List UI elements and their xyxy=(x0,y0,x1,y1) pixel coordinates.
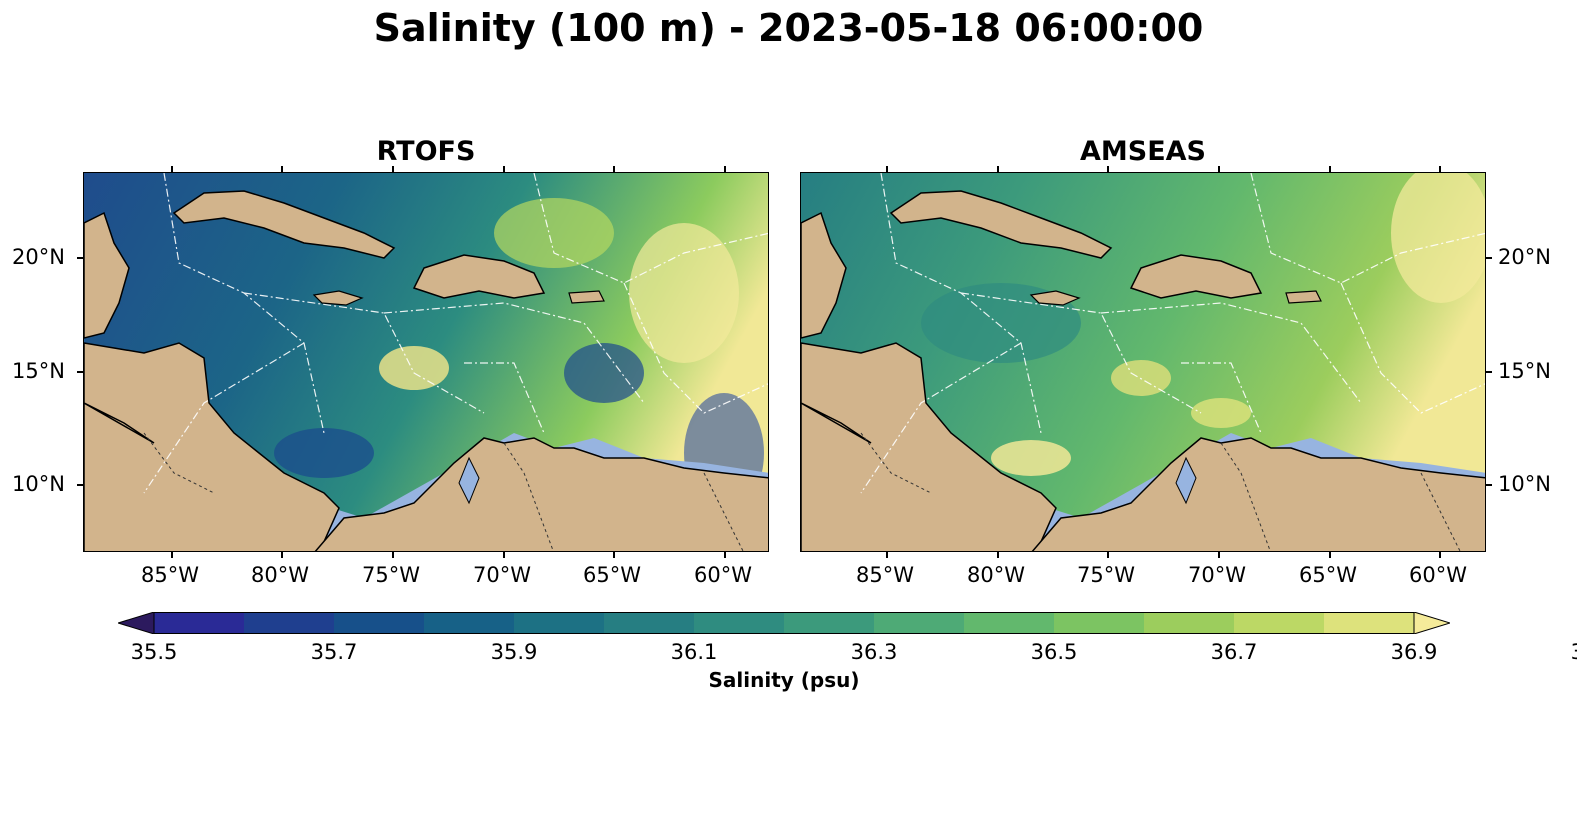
colorbar-bin xyxy=(784,612,875,634)
salinity-eddy xyxy=(1391,173,1485,303)
colorbar-tick-label: 36.7 xyxy=(1210,640,1258,664)
salinity-eddy xyxy=(379,346,449,390)
lon-tick-label: 70°W xyxy=(473,563,531,587)
figure-title: Salinity (100 m) - 2023-05-18 06:00:00 xyxy=(373,6,1204,50)
colorbar-tick-label: 35.9 xyxy=(490,640,538,664)
salinity-eddy xyxy=(991,440,1071,476)
lat-tick-label: 20°N xyxy=(12,245,65,269)
south-america-land xyxy=(314,437,768,551)
cuba-land xyxy=(889,190,1113,259)
lake-maracaibo xyxy=(458,456,480,505)
panel-title-rtofs: RTOFS xyxy=(376,136,476,167)
colorbar-bin xyxy=(694,612,785,634)
hispaniola-land xyxy=(1129,254,1263,299)
lon-tick-label: 65°W xyxy=(1299,563,1357,587)
lon-tick-label: 60°W xyxy=(694,563,752,587)
jamaica-land xyxy=(312,290,364,306)
lon-tick-label: 85°W xyxy=(141,563,199,587)
jamaica-land xyxy=(1029,290,1081,306)
lon-tick-label: 60°W xyxy=(1409,563,1467,587)
lat-tick-label: 10°N xyxy=(1498,472,1551,496)
lon-tick-label: 85°W xyxy=(856,563,914,587)
salinity-eddy xyxy=(629,223,739,363)
central-america-land xyxy=(801,342,1057,551)
panel-title-amseas: AMSEAS xyxy=(1080,136,1206,167)
colorbar-bin xyxy=(964,612,1055,634)
colorbar-extend-high xyxy=(1413,611,1452,635)
hispaniola-land xyxy=(412,254,546,299)
lat-tick-label: 15°N xyxy=(1498,359,1551,383)
colorbar-bin xyxy=(154,612,245,634)
salinity-eddy xyxy=(1191,398,1251,428)
yucatan-land xyxy=(84,211,130,339)
lon-tick-label: 70°W xyxy=(1188,563,1246,587)
colorbar-border xyxy=(153,612,1415,634)
colorbar-title: Salinity (psu) xyxy=(708,668,860,692)
salinity-eddy xyxy=(1111,360,1171,396)
colorbar-tick-label: 36.5 xyxy=(1030,640,1078,664)
colorbar xyxy=(116,611,1452,635)
colorbar-svg xyxy=(116,611,1452,635)
lon-tick-label: 65°W xyxy=(583,563,641,587)
colorbar-tick-label: 36.9 xyxy=(1390,640,1438,664)
colorbar-bin xyxy=(424,612,515,634)
colorbar-extend-low xyxy=(116,611,155,635)
country-borders xyxy=(143,432,744,551)
colorbar-tick-label: 36.3 xyxy=(850,640,898,664)
map-panel-rtofs xyxy=(83,172,769,552)
colorbar-bin xyxy=(1324,612,1415,634)
cuba-land xyxy=(172,190,396,259)
colorbar-bin xyxy=(874,612,965,634)
lat-tick-label: 20°N xyxy=(1498,245,1551,269)
south-america-land xyxy=(1031,437,1485,551)
lat-tick-label: 15°N xyxy=(12,359,65,383)
map-svg-amseas xyxy=(801,173,1485,551)
colorbar-tick-label: 35.7 xyxy=(310,640,358,664)
map-panel-amseas xyxy=(800,172,1486,552)
lon-tick-label: 75°W xyxy=(362,563,420,587)
lon-tick-label: 80°W xyxy=(251,563,309,587)
lat-tick-label: 10°N xyxy=(12,472,65,496)
colorbar-bin xyxy=(244,612,335,634)
colorbar-bin xyxy=(334,612,425,634)
colorbar-bin xyxy=(604,612,695,634)
eez-boundaries xyxy=(860,173,1485,494)
map-svg-rtofs xyxy=(84,173,768,551)
central-america-land xyxy=(84,342,340,551)
colorbar-bin xyxy=(1234,612,1325,634)
colorbar-tick-label: 35.5 xyxy=(130,640,178,664)
salinity-eddy xyxy=(274,428,374,478)
puerto-rico-land xyxy=(568,290,605,304)
colorbar-bin xyxy=(1054,612,1145,634)
puerto-rico-land xyxy=(1285,290,1322,304)
lon-tick-label: 75°W xyxy=(1077,563,1135,587)
lake-maracaibo xyxy=(1175,456,1197,505)
eez-boundaries xyxy=(143,173,768,494)
lon-tick-label: 80°W xyxy=(967,563,1025,587)
salinity-eddy xyxy=(494,198,614,268)
colorbar-bin xyxy=(1144,612,1235,634)
colorbar-bin xyxy=(514,612,605,634)
colorbar-tick-label: 36.1 xyxy=(670,640,718,664)
yucatan-land xyxy=(801,211,847,339)
colorbar-tick-label: 37.1 xyxy=(1571,640,1577,664)
country-borders xyxy=(860,432,1461,551)
salinity-eddy xyxy=(564,343,644,403)
